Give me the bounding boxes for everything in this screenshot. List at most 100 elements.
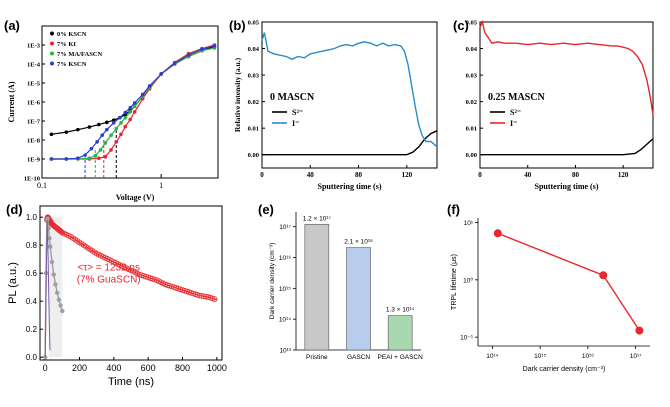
panel-f-y-tick-label: 10⁻¹ — [460, 335, 474, 342]
panel-d-annotation-sample: (7% GuaSCN) — [77, 274, 141, 285]
panel-d-plot-frame — [39, 205, 223, 361]
panel-e-value-label: 1.2 × 10¹⁷ — [303, 215, 332, 222]
panel-d-reference-point — [42, 355, 48, 360]
panel-c-x-tick-label: 0 — [478, 171, 482, 179]
panel-d-y-tick-label: 1.0 — [26, 213, 38, 222]
panel-b-label: (b) — [229, 18, 246, 33]
panel-c-annotation: 0.25 MASCN — [488, 92, 545, 103]
panel-e-label: (e) — [258, 202, 274, 217]
panel-f-label: (f) — [447, 202, 460, 217]
panel-f: (f) 10¹ 10⁰ 10⁻¹ 10¹⁴ 10¹⁵ 10¹⁶ 10¹⁷ Dark carri… — [447, 202, 650, 373]
panel-a-y-tick-label: 1E-5 — [27, 81, 41, 88]
panel-c-y-tick-label: 0.01 — [466, 126, 477, 133]
panel-b-y-axis-label: Relative intensity (a.u.) — [233, 57, 242, 132]
panel-b-x-axis-label: Sputtering time (s) — [318, 182, 382, 191]
panel-b-y-tick-label: 0.00 — [248, 152, 259, 159]
panel-d-irf-line — [44, 219, 51, 358]
panel-b-annotation: 0 MASCN — [270, 92, 315, 103]
panel-a-x-tick-label: 0.1 — [37, 181, 47, 190]
panel-d-y-tick-label: 0.4 — [26, 297, 38, 306]
panel-a-legend-label: 0% KSCN — [57, 31, 87, 38]
panel-f-point — [599, 271, 608, 280]
panel-a-series-line — [51, 45, 215, 160]
panel-d-decay-point — [57, 228, 64, 235]
panel-b-y-tick-label: 0.01 — [248, 126, 259, 133]
panel-c: (c) 0.00 0.01 0.02 0.03 0.04 0.05 0 40 80 120 Sput… — [453, 18, 654, 191]
panel-a-point — [212, 44, 217, 48]
panel-f-series-line — [497, 232, 640, 331]
panel-a-x-tick-label: 1 — [159, 181, 163, 190]
panel-b-plot-frame — [261, 21, 438, 169]
panel-b-x-tick-label: 40 — [307, 171, 315, 179]
panel-c-series-line — [479, 19, 654, 116]
panel-d-decay-point — [211, 296, 218, 302]
panel-c-legend-label: S²⁻ — [510, 108, 521, 117]
panel-c-y-tick-label: 0.05 — [466, 20, 478, 27]
panel-b: (b) 0.00 0.01 0.02 0.03 0.04 0.05 0 40 80 120 Sput… — [229, 18, 438, 191]
panel-e-y-tick-label: 10¹⁴ — [279, 317, 291, 324]
panel-a-y-tick-label: 1E-3 — [27, 43, 41, 50]
panel-b-y-tick-label: 0.02 — [248, 99, 259, 106]
panel-c-y-tick-label: 0.00 — [466, 152, 477, 159]
panel-a-y-tick-label: 1E-8 — [27, 138, 41, 145]
panel-f-y-tick-label: 10⁰ — [463, 276, 473, 284]
panel-b-x-tick-label: 120 — [402, 171, 413, 179]
panel-d-y-tick-label: 0.6 — [26, 269, 38, 278]
panel-f-x-tick-label: 10¹⁷ — [630, 353, 642, 360]
panel-c-label: (c) — [453, 18, 469, 33]
panel-e-y-tick-label: 10¹³ — [279, 348, 291, 355]
panel-d-x-axis-label: Time (ns) — [108, 376, 154, 388]
panel-d-annotation: <τ> = 1232 ns — [77, 262, 140, 273]
panel-d-decay-line — [44, 215, 217, 358]
panel-b-y-tick-label: 0.05 — [248, 20, 260, 27]
panel-d-y-tick-label: 0.8 — [26, 241, 38, 250]
panel-f-point — [493, 229, 502, 238]
panel-b-y-tick-label: 0.03 — [248, 73, 260, 80]
panel-e-y-tick-label: 10¹⁵ — [279, 286, 291, 293]
panel-d-x-tick-label: 200 — [72, 363, 87, 373]
panel-e-value-label: 2.1 × 10¹⁶ — [344, 239, 373, 246]
panel-a-legend-marker — [50, 41, 54, 46]
panel-a-y-tick-label: 1E-6 — [27, 100, 41, 107]
panel-d-reference-point — [60, 308, 65, 314]
panel-a-y-tick-label: 1E-9 — [27, 157, 41, 164]
panel-d-label: (d) — [6, 202, 23, 217]
panel-c-x-tick-label: 80 — [572, 171, 580, 179]
panel-d-y-axis-label: PL (a.u.) — [7, 262, 19, 304]
panel-e-y-axis-label: Dark carrier density (cm⁻³) — [269, 243, 276, 320]
panel-c-x-tick-label: 40 — [524, 171, 532, 179]
panel-a-series-line — [51, 46, 215, 135]
panel-c-x-axis-label: Sputtering time (s) — [535, 182, 599, 191]
panel-a-x-axis-label: Voltage (V) — [116, 193, 155, 202]
panel-c-y-tick-label: 0.02 — [466, 99, 477, 106]
panel-a-legend-marker — [50, 31, 54, 36]
panel-f-point — [635, 326, 644, 335]
panel-a-legend-label: 7% KI — [57, 41, 76, 48]
panel-d-y-tick-label: 0.2 — [26, 325, 38, 334]
panel-b-series-line — [262, 130, 438, 156]
panel-b-legend-label: S²⁻ — [292, 108, 303, 117]
panel-f-x-tick-label: 10¹⁶ — [582, 353, 594, 360]
panel-e: (e) 10¹⁷ 10¹⁶ 10¹⁵ 10¹⁴ 10¹³ Dark carrier den… — [258, 202, 423, 361]
panel-c-y-tick-label: 0.03 — [466, 73, 478, 80]
panel-d: (d) 0.0 0.2 0.4 0.6 0.8 1.0 0 200 400 600 800 1000 T… — [6, 202, 227, 388]
panel-a-y-tick-label: 1E-7 — [27, 119, 41, 126]
panel-c-plot-frame — [479, 21, 654, 169]
panel-b-y-tick-label: 0.04 — [248, 46, 260, 53]
panel-d-x-tick-label: 400 — [106, 363, 121, 373]
panel-a-label: (a) — [4, 18, 20, 33]
panel-e-y-tick-label: 10¹⁷ — [279, 224, 291, 231]
panel-a-y-tick-label: 1E-10 — [24, 176, 40, 183]
panel-e-value-label: 1.3 × 10¹⁴ — [386, 307, 415, 314]
panel-f-x-tick-label: 10¹⁵ — [534, 353, 546, 360]
panel-c-legend-label: I⁻ — [510, 119, 517, 128]
panel-e-bar — [304, 223, 330, 351]
panel-d-x-tick-label: 600 — [141, 363, 156, 373]
panel-c-series-line — [480, 138, 654, 156]
panel-f-y-axis-label: TRPL lifetime (μs) — [451, 254, 458, 310]
panel-f-x-tick-label: 10¹⁴ — [486, 353, 498, 360]
panel-f-y-tick-label: 10¹ — [464, 220, 474, 227]
panel-e-category-label: Pristine — [306, 354, 328, 361]
panel-a-legend-label: 7% KSCN — [57, 61, 87, 68]
